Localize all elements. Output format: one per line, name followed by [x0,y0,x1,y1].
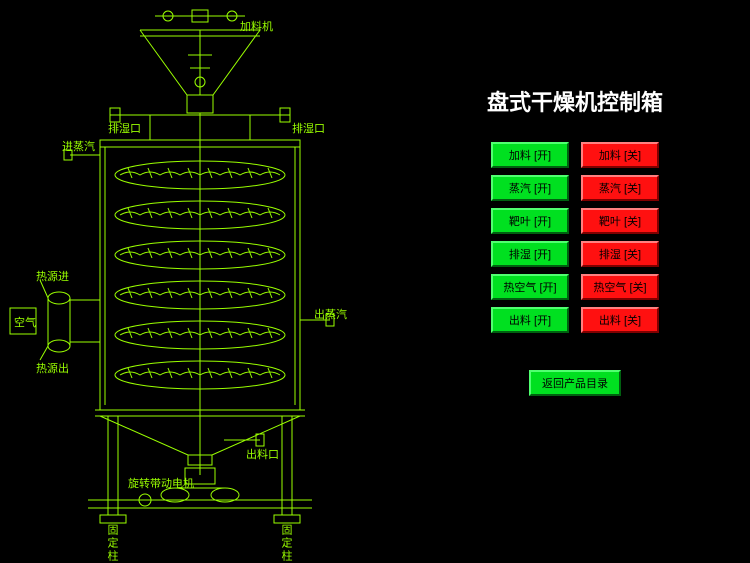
discharge-on-button[interactable]: 出料 [开] [491,307,569,333]
rake-off-button[interactable]: 靶叶 [关] [581,208,659,234]
exhaust-on-button[interactable]: 排湿 [开] [491,241,569,267]
label-exhaust-r: 排湿口 [292,120,325,136]
hotair-on-button[interactable]: 热空气 [开] [491,274,569,300]
label-pillar-r: 固定柱 [278,524,294,563]
label-pillar-l: 固定柱 [104,524,120,563]
label-exhaust-l: 排湿口 [108,120,141,136]
steam-off-button[interactable]: 蒸汽 [关] [581,175,659,201]
label-heat-out: 热源出 [36,360,69,376]
control-panel: 盘式干燥机控制箱 加料 [开] 加料 [关] 蒸汽 [开] 蒸汽 [关] 靶叶 … [400,0,750,560]
rake-on-button[interactable]: 靶叶 [开] [491,208,569,234]
label-heat-in: 热源进 [36,268,69,284]
label-steam-out: 出蒸汽 [314,306,347,322]
feed-on-button[interactable]: 加料 [开] [491,142,569,168]
button-grid: 加料 [开] 加料 [关] 蒸汽 [开] 蒸汽 [关] 靶叶 [开] 靶叶 [关… [400,142,750,396]
steam-on-button[interactable]: 蒸汽 [开] [491,175,569,201]
exhaust-off-button[interactable]: 排湿 [关] [581,241,659,267]
hotair-off-button[interactable]: 热空气 [关] [581,274,659,300]
label-feeder: 加料机 [240,18,273,34]
discharge-off-button[interactable]: 出料 [关] [581,307,659,333]
diagram-area: 加料机 排湿口 排湿口 进蒸汽 热源进 空气 热源出 出蒸汽 出料口 旋转带动电… [0,0,400,560]
panel-title: 盘式干燥机控制箱 [400,85,750,117]
label-air: 空气 [14,314,36,330]
feed-off-button[interactable]: 加料 [关] [581,142,659,168]
label-steam-in: 进蒸汽 [62,138,95,154]
label-discharge: 出料口 [246,446,279,462]
label-motor: 旋转带动电机 [128,475,194,491]
return-button[interactable]: 返回产品目录 [529,370,621,396]
